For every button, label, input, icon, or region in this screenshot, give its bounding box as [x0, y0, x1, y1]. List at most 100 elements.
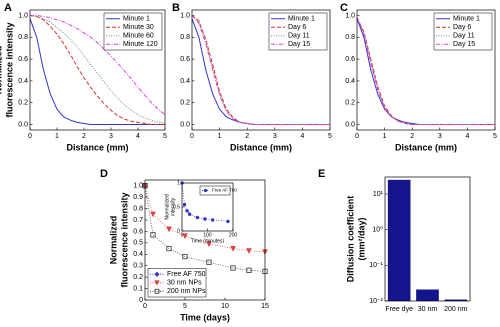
- marker: [206, 241, 212, 248]
- legend-label: Day 15: [453, 41, 475, 48]
- y-tick-label: 0.4: [180, 78, 190, 85]
- marker: [150, 211, 156, 218]
- panel-label: A: [4, 2, 12, 14]
- y-tick-label: 0.8: [180, 34, 190, 41]
- axes-frame: [144, 179, 266, 301]
- y-tick-label: 0.2: [18, 100, 28, 107]
- y-axis-label: Normalized: [164, 194, 170, 220]
- bar: [416, 289, 439, 301]
- panel-label: E: [318, 168, 325, 180]
- legend-label: Free AF 750: [212, 188, 237, 193]
- x-axis-label: Distance (mm): [66, 142, 128, 152]
- series-line: [144, 185, 266, 253]
- legend-label: Day 6: [453, 24, 471, 31]
- x-tick-label: 5: [493, 133, 497, 140]
- marker: [182, 202, 187, 207]
- x-tick-label: 1: [55, 133, 59, 140]
- marker: [166, 245, 172, 252]
- y-tick-label: 0: [139, 297, 143, 304]
- y-axis-label: Normalized: [108, 216, 118, 265]
- y-tick-label: 0.1: [133, 285, 143, 292]
- y-tick-label: 1: [177, 180, 180, 186]
- y-tick-label: 10⁻¹: [369, 262, 383, 269]
- marker: [206, 259, 212, 265]
- legend-label: Free AF 750: [167, 271, 206, 278]
- y-tick-label: 0.8: [133, 205, 143, 212]
- legend-label: Day 11: [453, 33, 475, 40]
- y-tick-label: 10⁻²: [369, 298, 383, 305]
- y-tick-label: 0.6: [345, 56, 355, 63]
- marker: [246, 267, 252, 273]
- y-tick-label: 0.3: [133, 263, 143, 270]
- y-tick-label: 0.8: [345, 34, 355, 41]
- marker: [230, 265, 236, 271]
- x-tick-label: Free dye: [385, 306, 413, 313]
- marker: [195, 215, 199, 220]
- x-tick-label: 3: [109, 133, 113, 140]
- x-tick-label: 2: [82, 133, 86, 140]
- axes-frame: [384, 176, 471, 302]
- x-tick-label: 5: [163, 133, 167, 140]
- y-tick-label: 0.5: [173, 204, 180, 210]
- legend-box: [199, 185, 231, 196]
- y-axis-label: (mm²/day): [356, 217, 366, 260]
- legend-label: Day 11: [288, 33, 310, 40]
- y-tick-label: 0.4: [18, 78, 28, 85]
- x-tick-label: 2: [410, 133, 414, 140]
- marker: [166, 226, 172, 233]
- marker: [203, 217, 207, 221]
- series-line: [29, 18, 165, 126]
- x-tick-label: 30 nm: [418, 306, 438, 313]
- x-tick-label: 15: [261, 303, 269, 310]
- panel-label: B: [172, 2, 180, 14]
- y-tick-label: 0.8: [18, 34, 28, 41]
- y-tick-label: 0.7: [133, 217, 143, 224]
- x-tick-label: 5: [328, 133, 332, 140]
- legend-label: Minute 120: [123, 41, 158, 48]
- y-tick-label: 0.2: [180, 100, 190, 107]
- y-tick-label: 0.5: [133, 240, 143, 247]
- legend-label: Minute 1: [123, 16, 150, 23]
- y-axis-label: intensity: [170, 197, 176, 216]
- series-line: [30, 14, 166, 116]
- y-tick-label: 0: [177, 228, 180, 234]
- axes-frame: [181, 182, 234, 232]
- panel-label: D: [100, 168, 108, 180]
- legend-label: 200 nm NPs: [167, 288, 206, 295]
- x-tick-label: 0: [143, 303, 147, 310]
- y-tick-label: 1.0: [180, 12, 190, 19]
- x-tick-label: 200: [229, 232, 238, 238]
- x-tick-label: 0: [355, 133, 359, 140]
- axes-frame: [191, 9, 331, 131]
- x-tick-label: 4: [136, 133, 140, 140]
- marker: [182, 253, 188, 260]
- y-tick-label: 0.9: [133, 194, 143, 201]
- marker: [154, 288, 160, 294]
- y-tick-label: 0.6: [133, 228, 143, 235]
- marker: [154, 271, 160, 277]
- x-axis-label: Distance (mm): [230, 142, 292, 152]
- y-axis-label: fluorescence intensity: [4, 22, 14, 117]
- x-tick-label: 0: [190, 133, 194, 140]
- y-tick-label: 0.4: [133, 251, 143, 258]
- y-axis-label: Diffusion coefficient: [345, 196, 355, 283]
- y-tick-label: 1.0: [345, 12, 355, 19]
- marker: [182, 233, 188, 240]
- y-axis-label: fluorescence intensity: [119, 192, 129, 287]
- series-line: [356, 17, 495, 126]
- y-axis-label: Normalized: [0, 46, 3, 95]
- x-tick-label: 200 nm: [444, 306, 468, 313]
- axes-frame: [356, 9, 496, 131]
- y-tick-label: 0.6: [180, 56, 190, 63]
- x-axis-label: Time (days): [180, 312, 230, 322]
- y-tick-label: 0.4: [345, 78, 355, 85]
- x-tick-label: 4: [300, 133, 304, 140]
- series-line: [191, 15, 330, 126]
- marker: [187, 212, 192, 216]
- x-tick-label: 1: [383, 133, 387, 140]
- bar: [387, 179, 411, 301]
- x-axis-label: Time (minutes): [191, 238, 224, 244]
- panel-label: C: [340, 2, 348, 14]
- marker: [210, 218, 215, 222]
